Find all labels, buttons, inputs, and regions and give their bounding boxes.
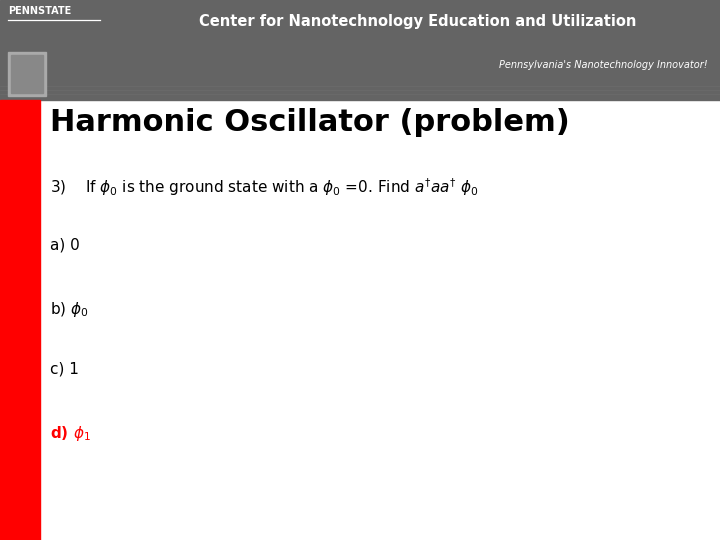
Bar	[11, 55, 43, 93]
Text: Pennsylvania's Nanotechnology Innovator!: Pennsylvania's Nanotechnology Innovator!	[500, 60, 708, 70]
Text: Harmonic Oscillator (problem): Harmonic Oscillator (problem)	[50, 108, 570, 137]
Bar	[0, 100, 720, 540]
Text: c) 1: c) 1	[50, 362, 79, 377]
Bar	[8, 52, 46, 96]
Bar	[0, 0, 720, 100]
Text: PENNSTATE: PENNSTATE	[8, 6, 71, 16]
Bar	[0, 100, 40, 540]
Text: b) $\phi_0$: b) $\phi_0$	[50, 300, 89, 319]
Text: Center for Nanotechnology Education and Utilization: Center for Nanotechnology Education and …	[199, 14, 636, 29]
Text: 3)    If $\phi_0$ is the ground state with a $\phi_0$ =0. Find $a^{\dagger}aa^{\: 3) If $\phi_0$ is the ground state with …	[50, 176, 479, 198]
Text: d) $\phi_1$: d) $\phi_1$	[50, 424, 91, 443]
Text: a) 0: a) 0	[50, 238, 80, 253]
